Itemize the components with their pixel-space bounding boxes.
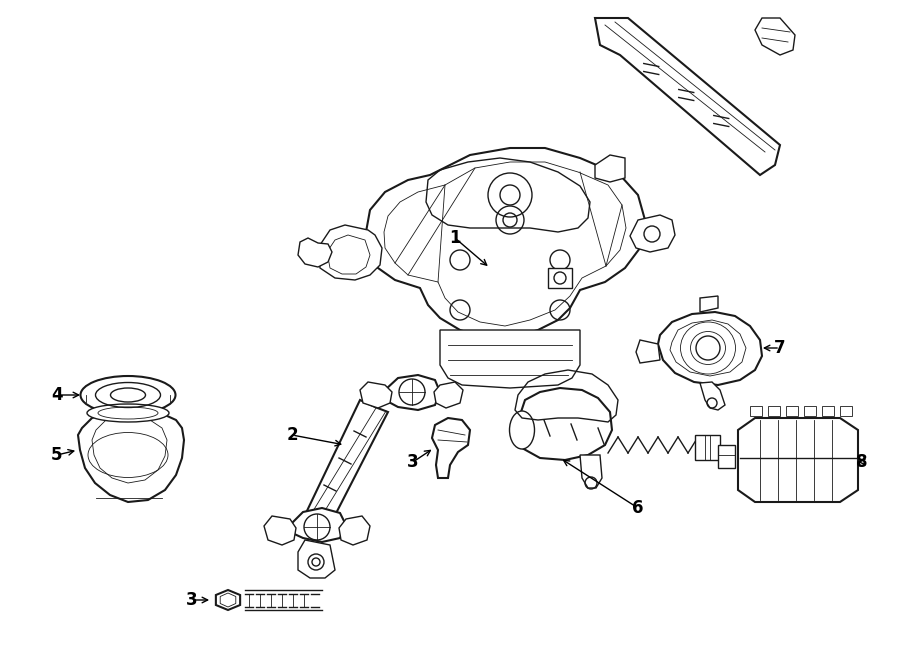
Polygon shape — [264, 516, 296, 545]
Text: 3: 3 — [186, 591, 198, 609]
Polygon shape — [515, 388, 612, 460]
Polygon shape — [318, 225, 382, 280]
Polygon shape — [718, 445, 735, 468]
Polygon shape — [216, 590, 240, 610]
Polygon shape — [595, 155, 625, 182]
Text: 4: 4 — [51, 386, 63, 404]
Text: 5: 5 — [51, 446, 63, 464]
Polygon shape — [548, 268, 572, 288]
Polygon shape — [738, 418, 858, 502]
Polygon shape — [840, 406, 852, 416]
Polygon shape — [305, 400, 388, 525]
Circle shape — [696, 336, 720, 360]
Polygon shape — [755, 18, 795, 55]
Polygon shape — [804, 406, 816, 416]
Polygon shape — [298, 540, 335, 578]
Polygon shape — [440, 330, 580, 388]
Polygon shape — [630, 215, 675, 252]
Polygon shape — [360, 382, 392, 408]
Polygon shape — [385, 375, 440, 410]
Text: 2: 2 — [286, 426, 298, 444]
Text: 1: 1 — [449, 229, 461, 247]
Polygon shape — [786, 406, 798, 416]
Polygon shape — [432, 418, 470, 478]
Ellipse shape — [80, 376, 176, 414]
Polygon shape — [768, 406, 780, 416]
Polygon shape — [339, 516, 370, 545]
Polygon shape — [366, 148, 645, 338]
Text: 7: 7 — [774, 339, 786, 357]
Polygon shape — [695, 435, 720, 460]
Polygon shape — [434, 382, 463, 408]
Polygon shape — [595, 18, 780, 175]
Polygon shape — [822, 406, 834, 416]
Text: 6: 6 — [632, 499, 644, 517]
Text: 3: 3 — [407, 453, 418, 471]
Polygon shape — [580, 455, 602, 488]
Ellipse shape — [87, 404, 169, 422]
Polygon shape — [750, 406, 762, 416]
Polygon shape — [636, 340, 660, 363]
Ellipse shape — [509, 411, 535, 449]
Polygon shape — [700, 382, 725, 410]
Polygon shape — [658, 312, 762, 385]
Polygon shape — [290, 508, 346, 542]
Text: 8: 8 — [856, 453, 868, 471]
Polygon shape — [298, 238, 332, 267]
Polygon shape — [700, 296, 718, 312]
Polygon shape — [78, 410, 184, 502]
